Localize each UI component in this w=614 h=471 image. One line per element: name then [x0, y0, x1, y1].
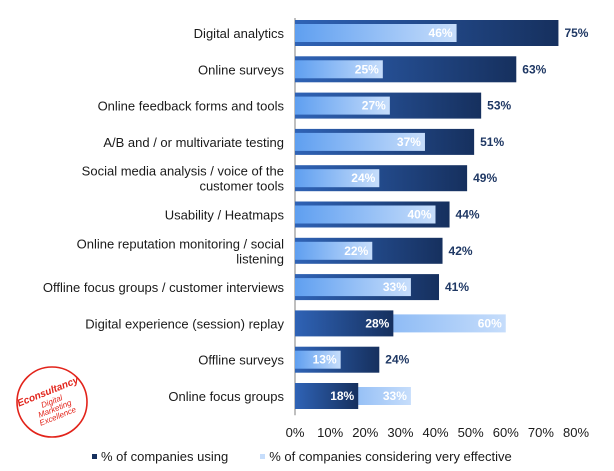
data-label-effective: 25%	[355, 62, 379, 76]
legend-item-using: % of companies using	[92, 449, 228, 464]
data-label-using: 63%	[522, 62, 546, 76]
data-label-effective: 46%	[429, 26, 453, 40]
data-label-using: 51%	[480, 135, 504, 149]
data-label-effective: 60%	[478, 316, 502, 330]
data-label-using: 41%	[445, 280, 469, 294]
legend-swatch-effective	[260, 454, 266, 459]
plot-area: Digital analytics 75% 46% Online surveys 63%…	[43, 18, 589, 440]
category-label: Digital analytics	[194, 26, 285, 41]
data-label-using: 18%	[330, 389, 354, 403]
bar-effective	[295, 132, 425, 151]
x-tick-label: 40%	[422, 425, 448, 440]
bar-effective	[295, 350, 341, 369]
category-label: Online feedback forms and tools	[98, 99, 285, 114]
econsultancy-logo: Econsultancy Digital Marketing Excellenc…	[16, 366, 88, 438]
legend-swatch-using	[92, 454, 97, 459]
category-label: customer tools	[199, 179, 284, 194]
data-label-using: 44%	[456, 208, 480, 222]
x-tick-label: 20%	[352, 425, 378, 440]
legend-label-effective: % of companies considering very effectiv…	[269, 449, 512, 464]
category-label: Digital experience (session) replay	[85, 316, 284, 331]
data-label-effective: 40%	[407, 208, 431, 222]
x-tick-label: 80%	[563, 425, 589, 440]
data-label-effective: 27%	[362, 99, 386, 113]
bar-using	[295, 310, 394, 337]
legend: % of companies using % of companies cons…	[92, 449, 512, 464]
category-label: Offline surveys	[198, 353, 284, 368]
category-label: A/B and / or multivariate testing	[103, 135, 284, 150]
data-label-effective: 22%	[344, 244, 368, 258]
x-tick-label: 10%	[317, 425, 343, 440]
category-label: Social media analysis / voice of the	[82, 164, 284, 179]
logo-ring	[16, 366, 88, 438]
bar-effective	[295, 60, 383, 79]
data-label-using: 53%	[487, 99, 511, 113]
category-label: listening	[236, 251, 284, 266]
bar-effective	[295, 96, 390, 115]
category-label: Offline focus groups / customer intervie…	[43, 280, 285, 295]
data-label-effective: 24%	[351, 171, 375, 185]
bar-using	[295, 383, 359, 409]
x-tick-label: 60%	[493, 425, 519, 440]
category-label: Online focus groups	[168, 389, 284, 404]
data-label-using: 28%	[365, 316, 389, 330]
bar-effective	[295, 169, 380, 188]
bar-effective	[295, 241, 373, 260]
legend-label-using: % of companies using	[101, 449, 229, 464]
bar-effective	[295, 278, 411, 297]
category-label: Usability / Heatmaps	[165, 208, 285, 223]
data-label-effective: 13%	[313, 353, 337, 367]
category-label: Online reputation monitoring / social	[77, 236, 285, 251]
data-label-effective: 33%	[383, 389, 407, 403]
bar-effective	[295, 24, 457, 42]
data-label-using: 75%	[564, 26, 588, 40]
data-label-using: 49%	[473, 171, 497, 185]
x-tick-label: 50%	[458, 425, 484, 440]
bar-effective	[295, 205, 436, 224]
legend-item-effective: % of companies considering very effectiv…	[260, 449, 512, 464]
data-label-effective: 37%	[397, 135, 421, 149]
data-label-using: 24%	[385, 353, 409, 367]
data-label-effective: 33%	[383, 280, 407, 294]
x-tick-label: 70%	[528, 425, 554, 440]
x-tick-label: 0%	[286, 425, 305, 440]
x-tick-label: 30%	[387, 425, 413, 440]
data-label-using: 42%	[449, 244, 473, 258]
category-label: Online surveys	[198, 62, 284, 77]
